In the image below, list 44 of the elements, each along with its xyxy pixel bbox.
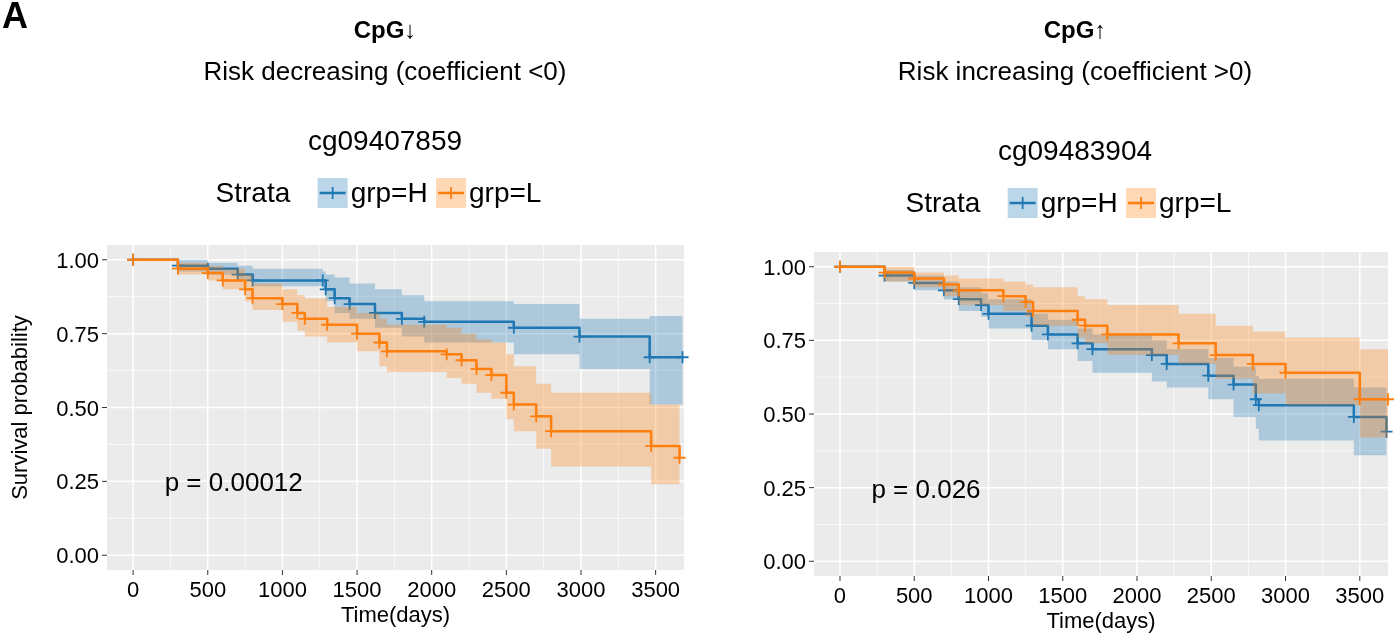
text: cg09407859 (307, 125, 463, 156)
y-axis-title: Survival probability (7, 315, 32, 500)
annotation: p = 0.026 (871, 473, 981, 504)
chart-title: CpG↑ (1043, 16, 1107, 43)
x-tick-label: 0 (127, 577, 140, 602)
text: cg09483904 (997, 135, 1153, 166)
x-tick-label: 2500 (481, 577, 531, 602)
legend-label: grp=L (1159, 187, 1232, 218)
y-tick-label: 0.25 (56, 469, 99, 495)
x-tick-label: 1000 (257, 577, 307, 602)
x-tick-label: 3000 (556, 577, 606, 602)
x-tick-label: 2000 (407, 577, 457, 602)
chart-subtitle: Risk increasing (coefficient >0) (897, 56, 1253, 86)
x-tick-label: 3000 (1261, 583, 1310, 608)
y-tick-label: 0.50 (56, 395, 99, 421)
chart-title: CpG↓ (353, 16, 417, 43)
y-tick-label: 0.00 (56, 543, 99, 569)
y-tick-label: 0.75 (56, 321, 99, 347)
x-axis-title: Time(days) (340, 602, 451, 627)
x-tick-label: 1000 (964, 583, 1013, 608)
chart-subtitle: Risk decreasing (coefficient <0) (203, 56, 567, 86)
x-tick-label: 1500 (1038, 583, 1088, 608)
legend-title: Strata (905, 187, 981, 218)
annotation: p = 0.00012 (164, 467, 303, 498)
x-tick-label: 3500 (631, 577, 681, 602)
y-tick-label: 1.00 (763, 254, 806, 280)
x-axis-title: Time(days) (1046, 608, 1156, 633)
legend-title: Strata (215, 177, 291, 208)
y-tick-label: 0.00 (763, 549, 806, 575)
y-tick-label: 1.00 (56, 247, 99, 273)
x-tick-label: 2500 (1186, 583, 1236, 608)
x-tick-label: 500 (895, 583, 933, 608)
legend-label: grp=L (469, 177, 542, 208)
x-tick-label: 2000 (1112, 583, 1162, 608)
y-tick-label: 0.50 (763, 402, 806, 427)
y-tick-label: 0.75 (763, 328, 806, 354)
x-tick-label: 0 (833, 583, 847, 608)
x-tick-label: 500 (189, 577, 227, 602)
x-tick-label: 1500 (332, 577, 382, 602)
legend-label: grp=H (1040, 187, 1118, 218)
y-tick-label: 0.25 (763, 475, 806, 501)
legend-label: grp=H (350, 177, 428, 208)
text: A (2, 0, 28, 36)
x-tick-label: 3500 (1335, 583, 1385, 608)
